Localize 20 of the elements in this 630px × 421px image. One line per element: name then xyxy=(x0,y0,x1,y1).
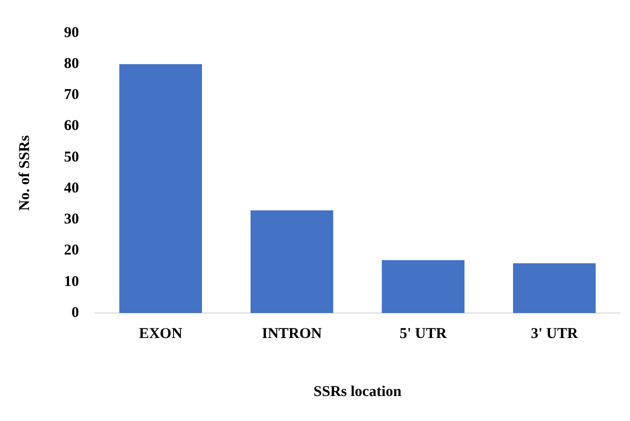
y-tick-label: 30 xyxy=(64,212,79,228)
y-tick-label: 20 xyxy=(64,242,79,259)
x-axis-title: SSRs location xyxy=(314,384,402,400)
y-tick-label: 10 xyxy=(64,274,79,290)
y-tick-label: 90 xyxy=(64,24,79,41)
y-tick-label: 70 xyxy=(64,87,79,104)
y-tick-label: 50 xyxy=(64,149,79,166)
x-tick-label: EXON xyxy=(138,326,182,342)
bar xyxy=(382,260,464,313)
y-tick-label: 60 xyxy=(64,118,79,134)
y-tick-label: 0 xyxy=(72,304,79,321)
y-axis-title: No. of SSRs xyxy=(16,135,33,211)
x-tick-label: 3' UTR xyxy=(530,326,578,342)
x-tick-label: INTRON xyxy=(262,326,322,342)
x-tick-label: 5' UTR xyxy=(400,326,447,342)
y-tick-label: 40 xyxy=(64,180,79,196)
bar xyxy=(119,64,202,313)
bar xyxy=(250,210,334,313)
y-tick-label: 80 xyxy=(64,56,79,72)
bar xyxy=(513,263,596,313)
